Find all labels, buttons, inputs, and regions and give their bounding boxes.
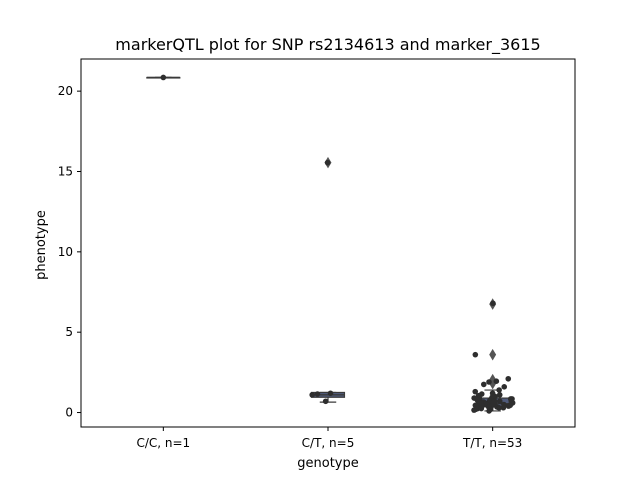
data-point <box>505 375 512 382</box>
data-point <box>160 74 167 81</box>
strip-group <box>309 159 334 405</box>
plot-area: 0 5 10 15 20 C/C, n=1 C/T, n=5 T/T, n=53 <box>58 58 576 450</box>
box-group <box>310 156 346 403</box>
y-tick-label: 20 <box>58 84 73 98</box>
chart-title: markerQTL plot for SNP rs2134613 and mar… <box>115 35 540 55</box>
data-point <box>471 407 477 413</box>
x-axis-label: genotype <box>297 456 358 471</box>
data-point <box>324 159 331 166</box>
data-point <box>496 398 503 405</box>
data-point <box>500 404 507 411</box>
x-tick-label: C/T, n=5 <box>302 436 355 450</box>
plot-frame <box>80 58 576 428</box>
data-point <box>505 403 512 409</box>
data-point <box>327 390 334 397</box>
box-outlier <box>489 348 497 361</box>
data-point <box>314 391 321 397</box>
y-tick-label: 5 <box>65 325 73 339</box>
strip-group <box>471 300 516 414</box>
data-point <box>496 392 503 398</box>
y-tick-label: 15 <box>58 164 73 178</box>
data-point <box>480 381 487 388</box>
data-point <box>478 405 485 412</box>
y-tick-label: 0 <box>65 406 73 420</box>
data-point <box>486 379 492 385</box>
x-tick-label: C/C, n=1 <box>136 436 190 450</box>
data-point <box>322 398 329 405</box>
data-point <box>493 378 500 385</box>
data-point <box>496 404 502 411</box>
y-tick-label: 10 <box>58 245 73 259</box>
x-tick-label: T/T, n=53 <box>462 436 522 450</box>
strip-group <box>160 74 167 81</box>
data-point <box>472 388 479 395</box>
data-point <box>490 300 496 307</box>
data-point <box>501 384 508 390</box>
y-axis-label: phenotype <box>34 210 49 280</box>
data-point <box>309 392 315 398</box>
data-point <box>496 387 502 393</box>
data-point <box>472 351 479 358</box>
data-point <box>486 408 492 414</box>
